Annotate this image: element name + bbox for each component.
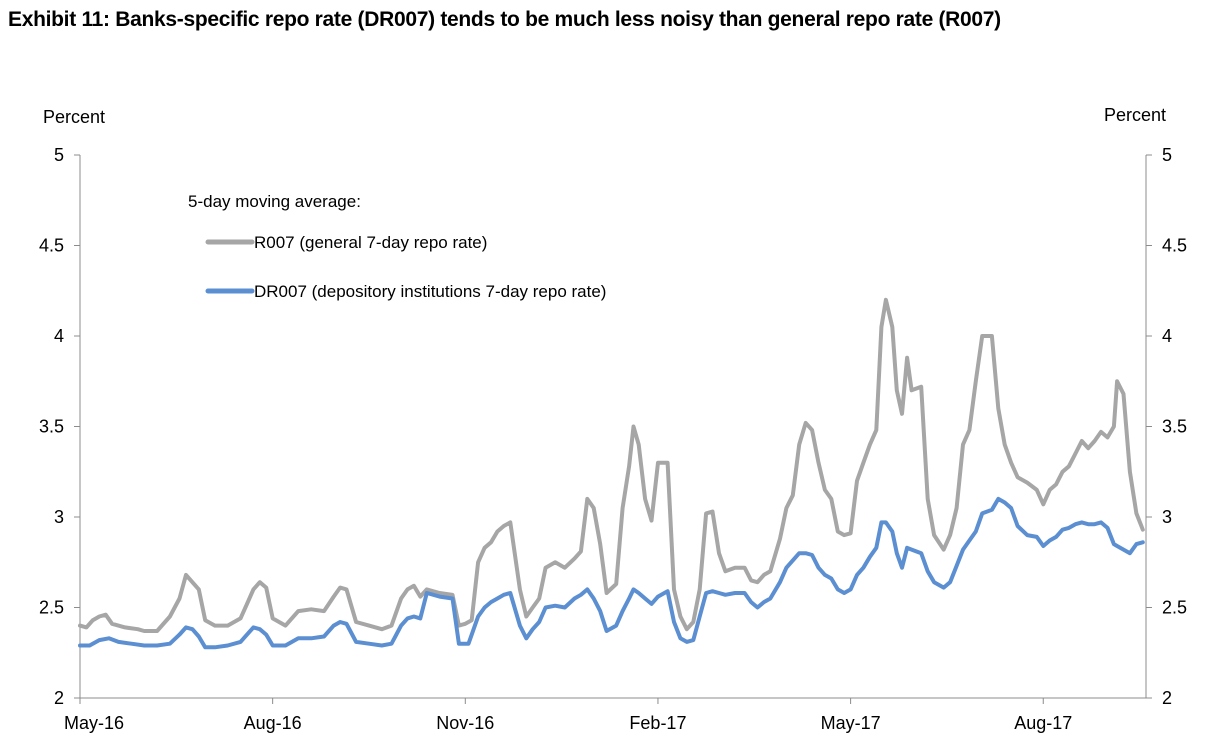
y-tick-label-left: 3 xyxy=(54,507,64,527)
y-tick-label-right: 5 xyxy=(1162,145,1172,165)
y-tick-label-right: 4 xyxy=(1162,326,1172,346)
y-tick-label-left: 4 xyxy=(54,326,64,346)
y-tick-label-right: 2.5 xyxy=(1162,598,1187,618)
legend: 5-day moving average: R007 (general 7-day… xyxy=(188,192,606,301)
x-tick-label: Aug-17 xyxy=(1014,713,1072,733)
x-tick-label: Feb-17 xyxy=(629,713,686,733)
y-tick-label-right: 3 xyxy=(1162,507,1172,527)
axes-layer: 2 2 2.5 2.5 3 3 3.5 3.5 4 4 4.5 4.5 5 5 May-16 Aug-16 No… xyxy=(39,145,1187,733)
legend-title: 5-day moving average: xyxy=(188,192,361,211)
legend-label-dr007: DR007 (depository institutions 7-day rep… xyxy=(254,282,606,301)
y-tick-label-left: 3.5 xyxy=(39,417,64,437)
right-axis-unit-label: Percent xyxy=(1104,105,1167,125)
x-tick-label: Aug-16 xyxy=(244,713,302,733)
x-tick-label: Nov-16 xyxy=(436,713,494,733)
y-tick-label-left: 5 xyxy=(54,145,64,165)
series-line-dr007 xyxy=(78,496,1145,650)
y-tick-label-left: 2 xyxy=(54,688,64,708)
y-tick-label-left: 2.5 xyxy=(39,598,64,618)
series-layer xyxy=(78,297,1145,650)
y-tick-label-right: 2 xyxy=(1162,688,1172,708)
series-line-r007 xyxy=(78,297,1145,633)
chart-title: Exhibit 11: Banks-specific repo rate (DR… xyxy=(8,8,1001,31)
y-tick-label-right: 4.5 xyxy=(1162,236,1187,256)
x-tick-label: May-16 xyxy=(64,713,124,733)
y-tick-label-right: 3.5 xyxy=(1162,417,1187,437)
y-tick-label-left: 4.5 xyxy=(39,236,64,256)
left-axis-unit-label: Percent xyxy=(43,107,106,127)
legend-label-r007: R007 (general 7-day repo rate) xyxy=(254,233,487,252)
x-tick-label: May-17 xyxy=(821,713,881,733)
